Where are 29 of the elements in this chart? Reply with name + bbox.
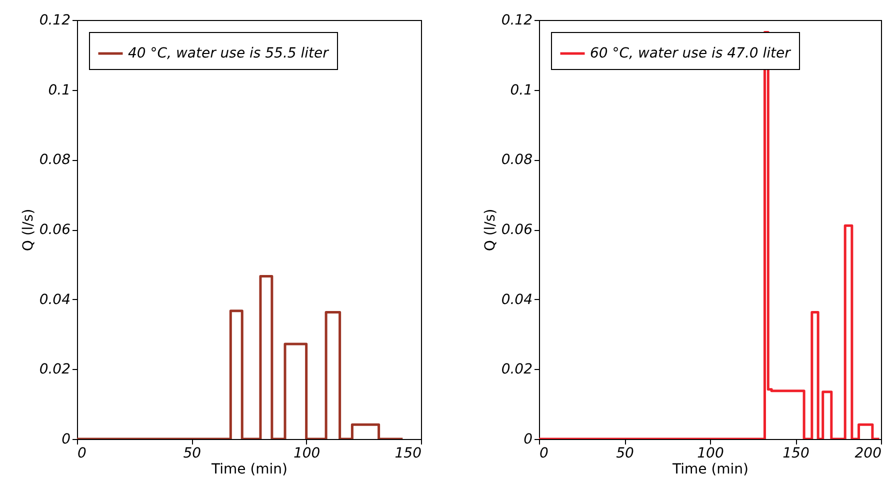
y-tick-label: 0.04: [39, 292, 70, 308]
x-tick-label: 100: [293, 446, 320, 462]
x-tick-label: 50: [616, 446, 634, 462]
x-axis-title: Time (min): [671, 462, 749, 478]
y-tick-label: 0.02: [501, 362, 533, 378]
y-tick-label: 0.12: [501, 12, 533, 28]
x-tick-label: 0: [78, 446, 86, 462]
y-tick-label: 0.1: [510, 82, 532, 98]
x-tick-label: 100: [697, 446, 724, 462]
y-tick-label: 0.08: [501, 152, 533, 168]
y-tick-label: 0.08: [39, 152, 71, 168]
y-tick-label: 0.12: [39, 12, 71, 28]
y-tick-label: 0.06: [501, 222, 533, 238]
x-tick-label: 150: [782, 446, 810, 462]
legend-label: 60 °C, water use is 47.0 liter: [590, 46, 792, 62]
y-axis-title: Q (l/s): [482, 208, 498, 252]
x-tick-label: 150: [394, 446, 422, 462]
y-tick-label: 0: [524, 432, 533, 448]
y-tick-label: 0.06: [39, 222, 71, 238]
y-axis-title: Q (l/s): [20, 208, 36, 252]
x-tick-label: 200: [854, 446, 882, 462]
y-tick-label: 0.02: [39, 362, 71, 378]
x-tick-label: 50: [183, 446, 202, 462]
x-axis-title: Time (min): [210, 462, 288, 478]
y-tick-label: 0.04: [501, 292, 532, 308]
legend-label: 40 °C, water use is 55.5 liter: [128, 46, 330, 62]
y-tick-label: 0.1: [48, 82, 70, 98]
y-tick-label: 0: [62, 432, 71, 448]
x-tick-label: 0: [540, 446, 548, 462]
